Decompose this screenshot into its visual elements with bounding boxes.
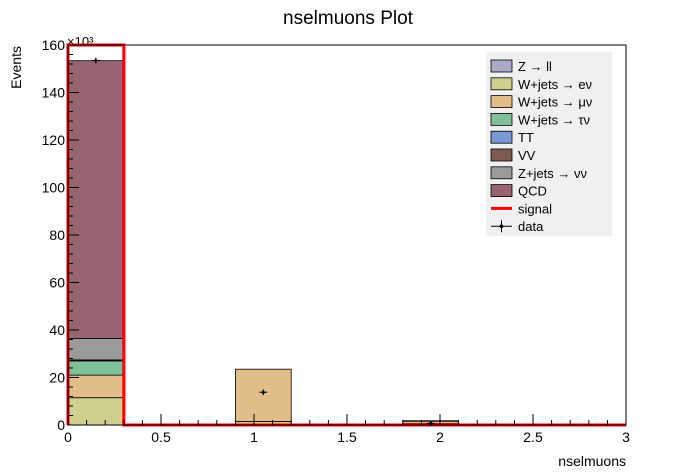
legend-label-0: Z → ll [518,59,552,74]
legend-label-1: W+jets → eν [518,77,592,92]
legend-label-3: W+jets → τν [518,112,590,127]
y-axis-label: Events [8,46,24,89]
legend-label-4: TT [518,130,534,145]
stacked-bars [67,60,459,426]
y-tick-label: 160 [42,37,66,53]
bar-segment-7-0 [67,60,125,339]
legend-swatch-5 [490,148,513,162]
x-tick-label: 0.5 [151,429,171,445]
legend-label-2: W+jets → μν [518,95,592,110]
legend-swatch-4 [490,130,513,144]
x-axis-label: nselmuons [558,453,626,469]
legend-swatch-1 [490,77,513,91]
x-axis-ticks: 0 0.5 1 1.5 2 2.5 3 [64,414,630,445]
legend-swatch-7 [490,184,513,198]
legend-marker-dot [499,224,504,228]
x-tick-label: 0 [64,429,72,445]
legend-swatch-0 [490,59,513,73]
legend-label-8: signal [518,201,552,216]
y-tick-label: 80 [49,227,65,243]
bar-segment-6-0 [67,338,125,361]
x-tick-label: 1 [250,429,258,445]
y-axis-ticks: 0 20 40 60 80 100 120 140 160 [42,37,79,433]
legend-label-5: VV [518,148,536,163]
legend-swatch-2 [490,95,513,108]
bar-segment-2-3 [234,368,292,422]
data-point-1 [261,390,265,394]
y-tick-label: 0 [57,417,65,433]
y-tick-label: 40 [49,322,65,338]
y-tick-label: 140 [42,85,66,101]
x-tick-label: 3 [622,429,630,445]
y-tick-label: 20 [49,370,65,386]
x-tick-label: 2.5 [523,429,543,445]
legend-label-9: data [518,219,544,234]
legend-swatch-3 [490,113,513,126]
bar-segment-1-0 [67,397,125,426]
legend-label-6: Z+jets → νν [518,166,587,181]
x-tick-label: 2 [436,429,444,445]
legend-label-7: QCD [518,184,547,199]
legend: Z → ll W+jets → eν W+jets → μν W+jets → τν T… [486,52,612,236]
bar-segment-3-0 [67,360,125,376]
data-point-0 [94,58,98,62]
bar-segment-2-0 [67,374,125,399]
chart-title: nselmuons Plot [283,8,414,29]
y-axis-multiplier: ×10³ [67,34,94,49]
y-tick-label: 60 [49,275,65,291]
x-tick-label: 1.5 [337,429,357,445]
data-point-2 [429,421,433,425]
y-tick-label: 100 [42,180,66,196]
legend-swatch-6 [490,166,513,180]
y-tick-label: 120 [42,132,66,148]
